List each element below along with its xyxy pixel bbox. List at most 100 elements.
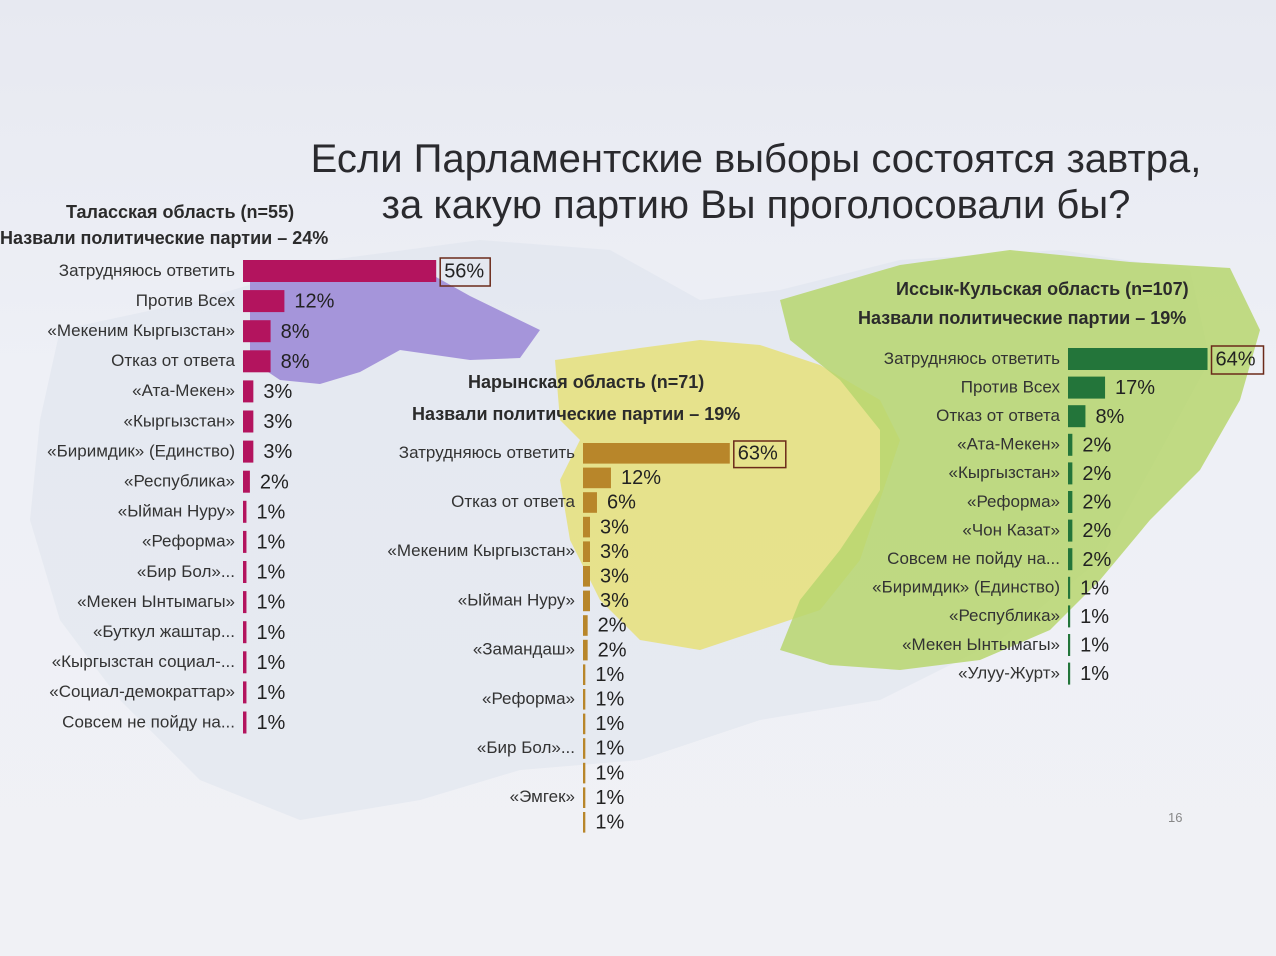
talas-value-label: 3% [263,441,292,463]
talas-value-label: 8% [281,321,310,343]
talas-value-label: 1% [256,532,285,554]
naryn-bar [583,541,590,562]
talas-category-label: «Мекеним Кыргызстан» [47,321,235,340]
naryn-category-label: Отказ от ответа [451,492,575,511]
talas-panel-title: Таласская область (n=55) [66,202,295,222]
issyk-kul-bar [1068,576,1071,599]
issyk-kul-category-label: Против Всех [961,377,1061,396]
naryn-value-label: 63% [738,442,778,464]
issyk-kul-category-label: «Биримдик» (Единство) [872,578,1060,597]
talas-bar [243,260,437,282]
naryn-bar [583,566,590,587]
naryn-category-label: «Бир Бол»... [477,738,575,757]
naryn-value-label: 3% [600,590,629,612]
naryn-value-label: 1% [595,762,624,784]
issyk-kul-category-label: «Мекен Ынтымагы» [902,635,1060,654]
issyk-kul-value-label: 2% [1082,463,1111,485]
talas-bar [243,651,247,674]
talas-bar [243,530,247,553]
naryn-category-label: «Мекеним Кыргызстан» [387,541,575,560]
naryn-value-label: 1% [595,664,624,686]
naryn-category-label: Затрудняюсь ответить [399,443,575,462]
issyk-kul-bar [1068,548,1073,571]
issyk-kul-value-label: 64% [1216,349,1256,371]
talas-value-label: 1% [256,712,285,734]
naryn-value-label: 1% [595,688,624,710]
issyk-kul-value-label: 2% [1082,520,1111,542]
slide-title: Если Парламентские выборы состоятся завт… [296,136,1216,228]
talas-category-label: Против Всех [136,291,236,310]
naryn-panel-title: Нарынская область (n=71) [468,372,705,392]
issyk-kul-highlight-box [1210,345,1265,375]
issyk-kul-bar [1068,519,1073,542]
naryn-value-label: 1% [595,738,624,760]
issyk-kul-value-label: 1% [1080,635,1109,657]
naryn-bar [583,787,586,808]
issyk-kul-value-label: 1% [1080,577,1109,599]
naryn-bar [583,590,590,612]
issyk-kul-value-label: 8% [1095,406,1124,428]
map-region-talas [250,262,540,384]
naryn-bar [583,812,586,833]
talas-bar [243,621,247,644]
slide-title-line2: за какую партию Вы проголосовали бы? [381,183,1131,227]
talas-bar [243,591,247,614]
issyk-kul-category-label: «Кыргызстан» [949,463,1060,482]
talas-category-label: «Мекен Ынтымагы» [77,592,235,611]
naryn-category-label: «Эмгек» [510,787,575,806]
naryn-value-label: 12% [621,467,661,489]
talas-category-label: «Буткул жаштар... [93,622,235,641]
talas-value-label: 3% [263,411,292,433]
page-number: 16 [1168,810,1183,825]
naryn-value-label: 3% [600,541,629,563]
issyk-kul-bar [1068,662,1071,685]
issyk-kul-category-label: «Ата-Мекен» [957,435,1060,454]
issyk-kul-value-label: 2% [1082,492,1111,514]
issyk-kul-category-label: Совсем не пойду на... [887,549,1060,568]
naryn-value-label: 1% [595,787,624,809]
talas-bar [243,290,285,313]
talas-bar [243,440,254,463]
talas-value-label: 1% [256,592,285,614]
talas-value-label: 3% [263,381,292,403]
naryn-bar [583,615,588,636]
talas-category-label: Затрудняюсь ответить [59,261,235,280]
talas-category-label: Отказ от ответа [111,351,235,370]
talas-category-label: «Ата-Мекен» [132,381,235,400]
talas-bar [243,681,247,704]
map-region-naryn [555,340,900,650]
naryn-category-label: «Реформа» [482,689,575,708]
issyk-kul-bar [1068,605,1071,628]
issyk-kul-bar [1068,433,1073,456]
naryn-bar [583,639,588,661]
talas-category-label: «Кыргызстан социал-... [52,652,235,671]
naryn-value-label: 1% [595,713,624,735]
issyk-kul-bar [1068,348,1208,370]
naryn-bar [583,516,590,538]
talas-value-label: 2% [260,471,289,493]
naryn-bar [583,689,586,710]
issyk-kul-value-label: 2% [1082,434,1111,456]
issyk-kul-value-label: 1% [1080,606,1109,628]
issyk-kul-bar [1068,634,1071,656]
talas-value-label: 1% [256,622,285,644]
issyk-kul-category-label: «Чон Казат» [962,520,1060,539]
naryn-bar [583,762,586,784]
naryn-value-label: 1% [595,811,624,833]
naryn-highlight-box [733,440,787,469]
talas-category-label: «Ыйман Нуру» [118,502,235,521]
talas-bar [243,350,271,373]
talas-bar [243,320,271,343]
naryn-value-label: 2% [598,639,627,661]
talas-category-label: Совсем не пойду на... [62,712,235,731]
talas-value-label: 12% [294,291,334,313]
naryn-panel-subtitle: Назвали политические партии – 19% [412,404,741,424]
talas-value-label: 8% [281,351,310,373]
talas-highlight-box [439,257,491,287]
talas-category-label: «Бир Бол»... [137,562,235,581]
issyk-kul-panel-subtitle: Назвали политические партии – 19% [858,308,1187,328]
issyk-kul-bar [1068,376,1106,399]
issyk-kul-value-label: 1% [1080,663,1109,685]
naryn-bar [583,443,730,464]
